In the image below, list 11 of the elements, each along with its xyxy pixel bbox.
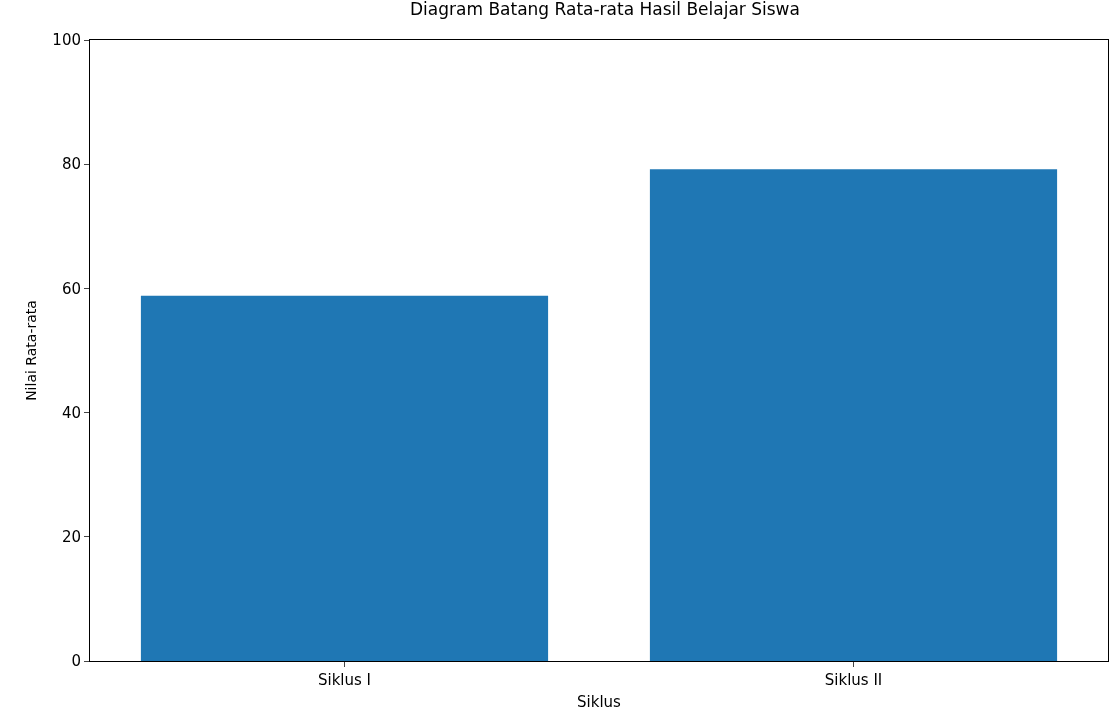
y-tick-label: 40 [61, 403, 81, 422]
y-tick-label: 60 [61, 279, 81, 298]
y-tick-label: 20 [61, 528, 81, 547]
x-axis-title: Siklus [577, 693, 622, 711]
x-tick-label: Siklus II [824, 671, 883, 689]
y-tick-label: 100 [52, 31, 81, 50]
y-axis-title: Nilai Rata-rata [22, 300, 39, 401]
y-tick-label: 80 [61, 155, 81, 174]
chart-title: Diagram Batang Rata-rata Hasil Belajar Siswa [410, 0, 800, 20]
y-tick-label: 0 [71, 652, 81, 671]
x-tick-label: Siklus I [317, 671, 372, 689]
